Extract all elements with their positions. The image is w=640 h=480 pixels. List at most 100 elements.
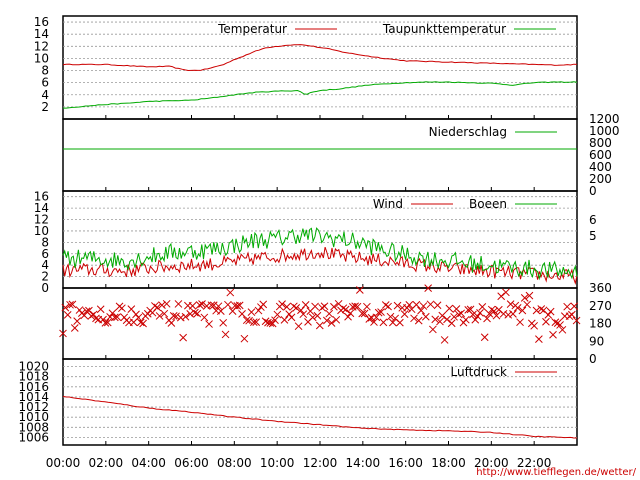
wind-direction-point <box>249 318 258 327</box>
wind-direction-point <box>294 322 303 331</box>
y-tick-label: 180 <box>589 317 612 331</box>
y-tick-label: 16 <box>34 15 49 29</box>
y-tick-label: 360 <box>589 281 612 295</box>
wind-direction-point <box>400 310 409 318</box>
y-tick-label: 1014 <box>18 390 49 404</box>
y-tick-label: 16 <box>34 190 49 204</box>
x-tick-label: 18:00 <box>431 456 466 470</box>
wind-direction-point <box>454 310 463 319</box>
wind-direction-point <box>271 316 279 325</box>
wind-direction-point <box>280 316 289 324</box>
wind-direction-point <box>205 320 213 328</box>
wind-direction-point <box>461 315 470 324</box>
wind-direction-point <box>379 318 388 327</box>
series-line-1 <box>62 227 578 281</box>
wind-direction-point <box>113 313 122 321</box>
wind-direction-point <box>429 325 437 334</box>
y-tick-label: 2 <box>41 270 49 284</box>
wind-direction-point <box>242 316 251 325</box>
wind-direction-point <box>247 308 256 316</box>
wind-direction-point <box>544 311 553 319</box>
wind-direction-point <box>469 310 477 319</box>
wind-direction-point <box>195 301 204 309</box>
wind-direction-point <box>207 301 216 310</box>
wind-direction-point <box>424 284 433 292</box>
wind-direction-point <box>344 312 352 321</box>
y-tick-label: 6 <box>41 76 49 90</box>
y-tick-label: 400 <box>589 160 612 174</box>
wind-direction-point <box>360 309 369 318</box>
wind-direction-point <box>134 313 143 322</box>
wind-direction-point <box>381 301 390 309</box>
wind-direction-point <box>358 309 367 318</box>
wind-direction-point <box>563 302 572 311</box>
wind-direction-point <box>266 319 275 327</box>
wind-direction-point <box>308 313 317 322</box>
y-tick-label: 1012 <box>18 400 49 414</box>
wind-direction-point <box>353 302 362 311</box>
panel-wind_direction: 0 90 180 270 360 <box>59 281 612 366</box>
credit-link[interactable]: http://www.tiefflegen.de/wetter/ <box>476 467 636 478</box>
wind-direction-point <box>339 304 348 313</box>
wind-direction-point <box>549 330 557 339</box>
wind-direction-point <box>292 304 301 312</box>
x-tick-label: 08:00 <box>217 456 252 470</box>
wind-direction-point <box>118 304 126 313</box>
wind-direction-point <box>99 315 107 324</box>
wind-direction-point <box>471 315 480 324</box>
wind-direction-point <box>417 306 425 315</box>
wind-direction-point <box>388 318 397 327</box>
wind-direction-point <box>318 303 326 312</box>
wind-direction-point <box>136 318 145 327</box>
wind-direction-point <box>565 312 574 321</box>
x-tick-label: 20:00 <box>474 456 509 470</box>
legend-label: Boeen <box>469 197 507 211</box>
wind-direction-point <box>101 319 110 327</box>
wind-direction-point <box>450 312 458 321</box>
wind-direction-point <box>299 310 308 319</box>
wind-direction-point <box>497 292 506 301</box>
wind-direction-point <box>478 303 487 311</box>
wind-direction-point <box>108 309 117 318</box>
x-tick-label: 06:00 <box>174 456 209 470</box>
wind-direction-point <box>214 302 223 311</box>
wind-direction-point <box>485 309 494 318</box>
x-tick-label: 22:00 <box>517 456 552 470</box>
wind-direction-point <box>254 306 263 315</box>
wind-direction-point <box>186 310 195 318</box>
wind-direction-point <box>556 321 564 329</box>
wind-direction-point <box>264 318 272 327</box>
y-tick-label: 6 <box>41 247 49 261</box>
y-tick-label: 600 <box>589 148 612 162</box>
wind-direction-point <box>259 300 268 309</box>
wind-direction-point <box>530 321 539 330</box>
y-tick-label: 270 <box>589 299 612 313</box>
y-tick-label: 1016 <box>18 380 49 394</box>
wind-direction-point <box>570 302 579 311</box>
wind-direction-point <box>414 316 423 325</box>
series-line-0 <box>62 44 578 72</box>
wind-direction-point <box>370 318 378 326</box>
y2-tick-label: 6 <box>589 213 597 227</box>
wind-direction-point <box>153 303 162 312</box>
x-tick-label: 10:00 <box>260 456 295 470</box>
wind-direction-point <box>216 307 225 316</box>
wind-direction-point <box>66 300 74 309</box>
wind-direction-point <box>363 302 371 311</box>
wind-direction-point <box>226 288 235 297</box>
y-tick-label: 12 <box>34 213 49 227</box>
wind-direction-point <box>176 313 185 322</box>
wind-direction-point <box>487 305 496 314</box>
y-tick-label: 1000 <box>589 124 620 138</box>
y-tick-label: 14 <box>34 27 49 41</box>
x-tick-label: 04:00 <box>131 456 166 470</box>
wind-direction-point <box>374 308 383 317</box>
wind-direction-point <box>252 318 261 326</box>
wind-direction-point <box>193 309 202 318</box>
wind-direction-point <box>492 311 501 320</box>
wind-direction-point <box>551 318 560 327</box>
y-tick-label: 8 <box>41 64 49 78</box>
y-tick-label: 12 <box>34 39 49 53</box>
